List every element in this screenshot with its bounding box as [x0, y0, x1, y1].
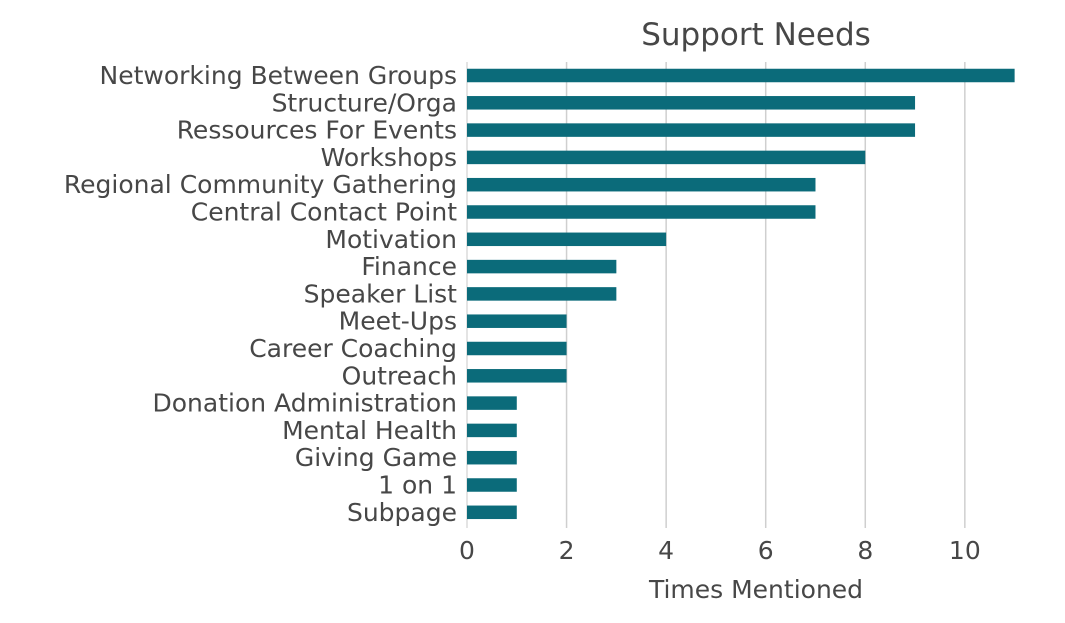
category-label: Mental Health [282, 416, 457, 445]
bar [467, 96, 916, 110]
category-label: Giving Game [295, 443, 457, 472]
bar [467, 369, 567, 383]
category-label: Central Contact Point [191, 198, 457, 227]
category-label: Meet-Ups [339, 307, 457, 336]
x-tick-label: 6 [758, 536, 774, 565]
bar [467, 68, 1015, 83]
bar [467, 478, 517, 492]
bar [467, 150, 866, 165]
grid-layer [565, 62, 966, 528]
bar [467, 205, 816, 219]
category-label: Regional Community Gathering [64, 170, 457, 199]
bar [467, 450, 517, 465]
bar [467, 341, 567, 356]
bar [467, 177, 816, 192]
x-tick-labels: 0 2 4 6 8 10 [459, 536, 981, 565]
x-tick-label: 4 [658, 536, 674, 565]
category-labels: Networking Between GroupsStructure/OrgaR… [64, 61, 457, 527]
bar [467, 259, 617, 274]
category-label: Structure/Orga [272, 88, 457, 117]
category-label: Ressources For Events [177, 116, 457, 145]
bar [467, 314, 567, 328]
x-tick-label: 8 [857, 536, 873, 565]
category-label: Outreach [342, 361, 457, 390]
bar [467, 505, 517, 520]
category-label: Networking Between Groups [100, 61, 457, 90]
category-label: 1 on 1 [378, 471, 457, 500]
category-label: Speaker List [304, 279, 458, 308]
x-tick-label: 0 [459, 536, 475, 565]
category-label: Motivation [325, 225, 457, 254]
bar [467, 396, 517, 410]
chart-title: Support Needs [641, 17, 871, 53]
bar [467, 232, 667, 247]
category-label: Career Coaching [249, 334, 457, 363]
bar [467, 123, 916, 137]
category-label: Donation Administration [153, 389, 457, 418]
bar [467, 287, 617, 301]
x-tick-label: 2 [559, 536, 575, 565]
x-axis-label: Times Mentioned [648, 575, 863, 604]
x-tick-label: 10 [949, 536, 981, 565]
category-label: Subpage [347, 498, 457, 527]
bar [467, 423, 517, 438]
bar-layer [467, 68, 1015, 520]
category-label: Workshops [321, 143, 457, 172]
category-label: Finance [361, 252, 457, 281]
